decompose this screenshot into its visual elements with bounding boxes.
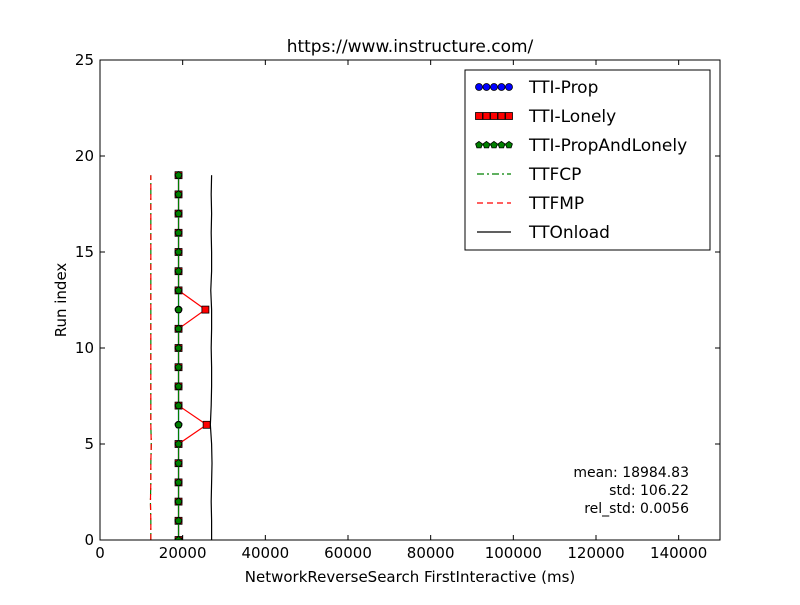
series-line-ttonload bbox=[209, 175, 213, 540]
x-tick-label: 140000 bbox=[650, 544, 707, 562]
data-point-tti-propandlonely bbox=[174, 439, 183, 448]
x-tick-label: 60000 bbox=[324, 544, 372, 562]
legend-marker-tti-prop bbox=[482, 83, 491, 91]
series-ttfmp bbox=[149, 175, 152, 540]
legend-label-ttfcp: TTFCP bbox=[528, 165, 581, 185]
y-axis-label: Run index bbox=[52, 263, 70, 338]
stats-annotation: mean: 18984.83 std: 106.22 rel_std: 0.0056 bbox=[573, 465, 689, 517]
data-point-tti-propandlonely bbox=[174, 286, 183, 294]
x-tick-label: 100000 bbox=[485, 544, 542, 562]
y-tick-label: 0 bbox=[84, 531, 94, 549]
legend-marker-tti-lonely bbox=[482, 112, 491, 120]
legend-marker-tti-lonely bbox=[490, 112, 498, 120]
x-tick-label: 20000 bbox=[159, 544, 207, 562]
legend-marker-tti-lonely bbox=[475, 112, 483, 120]
legend-marker-tti-propandlonely bbox=[482, 140, 491, 149]
data-point-tti-propandlonely bbox=[174, 420, 183, 429]
legend-marker-tti-propandlonely bbox=[497, 140, 506, 149]
legend-entry-ttonload: TTOnload bbox=[477, 223, 610, 243]
data-point-tti-propandlonely bbox=[174, 401, 183, 409]
data-point-tti-propandlonely bbox=[174, 535, 183, 540]
y-tick-label: 15 bbox=[75, 243, 94, 261]
data-point-tti-propandlonely bbox=[174, 343, 183, 352]
y-tick-label: 20 bbox=[75, 147, 94, 165]
plot-area bbox=[149, 171, 213, 540]
data-point-tti-propandlonely bbox=[174, 324, 183, 333]
legend-marker-tti-propandlonely bbox=[475, 140, 483, 149]
data-point-tti-propandlonely bbox=[174, 305, 183, 313]
legend-marker-tti-prop bbox=[490, 83, 498, 91]
stats-line: std: 106.22 bbox=[609, 483, 689, 499]
stats-line: rel_std: 0.0056 bbox=[584, 501, 689, 517]
legend-entry-tti-prop: TTI-Prop bbox=[475, 78, 598, 98]
legend-entry-ttfmp: TTFMP bbox=[477, 194, 584, 214]
x-axis-label: NetworkReverseSearch FirstInteractive (m… bbox=[245, 568, 576, 586]
data-point-tti-propandlonely bbox=[174, 267, 183, 275]
legend-marker-tti-lonely bbox=[497, 112, 506, 120]
x-tick-label: 120000 bbox=[567, 544, 624, 562]
legend-entry-tti-lonely: TTI-Lonely bbox=[475, 107, 616, 127]
x-tick-label: 80000 bbox=[407, 544, 455, 562]
y-tick-label: 10 bbox=[75, 339, 94, 357]
series-tti-propandlonely bbox=[174, 171, 183, 540]
legend-label-tti-lonely: TTI-Lonely bbox=[528, 107, 616, 127]
data-point-tti-lonely bbox=[201, 305, 210, 314]
chart-title: https://www.instructure.com/ bbox=[287, 37, 534, 57]
legend-marker-tti-prop bbox=[497, 83, 506, 91]
series-line-ttfmp bbox=[149, 175, 152, 540]
data-point-tti-propandlonely bbox=[174, 459, 183, 467]
data-point-tti-propandlonely bbox=[174, 209, 183, 217]
series-ttonload bbox=[209, 175, 213, 540]
plot-series-group bbox=[149, 171, 213, 540]
legend-label-tti-propandlonely: TTI-PropAndLonely bbox=[528, 136, 687, 156]
stats-line: mean: 18984.83 bbox=[573, 465, 689, 481]
legend-entry-ttfcp: TTFCP bbox=[477, 165, 581, 185]
plot-frame bbox=[99, 59, 721, 541]
data-point-tti-propandlonely bbox=[174, 516, 183, 525]
data-point-tti-propandlonely bbox=[174, 497, 183, 505]
data-point-tti-propandlonely bbox=[174, 228, 183, 237]
data-point-tti-propandlonely bbox=[174, 247, 183, 256]
x-tick-label: 0 bbox=[95, 544, 105, 562]
x-tick-label: 40000 bbox=[241, 544, 289, 562]
legend-marker-tti-propandlonely bbox=[490, 140, 498, 149]
data-point-tti-propandlonely bbox=[174, 363, 183, 371]
legend-label-tti-prop: TTI-Prop bbox=[528, 78, 598, 98]
legend-label-ttfmp: TTFMP bbox=[528, 194, 584, 214]
legend-box bbox=[464, 69, 711, 251]
data-point-tti-propandlonely bbox=[174, 382, 183, 390]
data-point-tti-propandlonely bbox=[174, 171, 183, 179]
legend-marker-tti-propandlonely bbox=[505, 140, 513, 149]
legend-marker-tti-prop bbox=[475, 83, 483, 91]
legend-marker-tti-prop bbox=[505, 83, 513, 91]
legend-marker-tti-lonely bbox=[505, 112, 513, 120]
legend: TTI-Prop TTI-Lonely TTI-PropAndLonely TTFCP… bbox=[464, 69, 711, 251]
y-tick-label: 5 bbox=[84, 435, 94, 453]
data-point-tti-lonely bbox=[202, 420, 211, 429]
legend-entry-tti-propandlonely: TTI-PropAndLonely bbox=[475, 136, 687, 156]
data-point-tti-propandlonely bbox=[174, 478, 183, 486]
y-tick-label: 25 bbox=[75, 51, 94, 69]
legend-label-ttonload: TTOnload bbox=[528, 223, 610, 243]
axis-ticks: 0 20000 40000 60000 80000 100000 120000 140000 0… bbox=[75, 51, 720, 562]
data-point-tti-propandlonely bbox=[174, 190, 183, 198]
